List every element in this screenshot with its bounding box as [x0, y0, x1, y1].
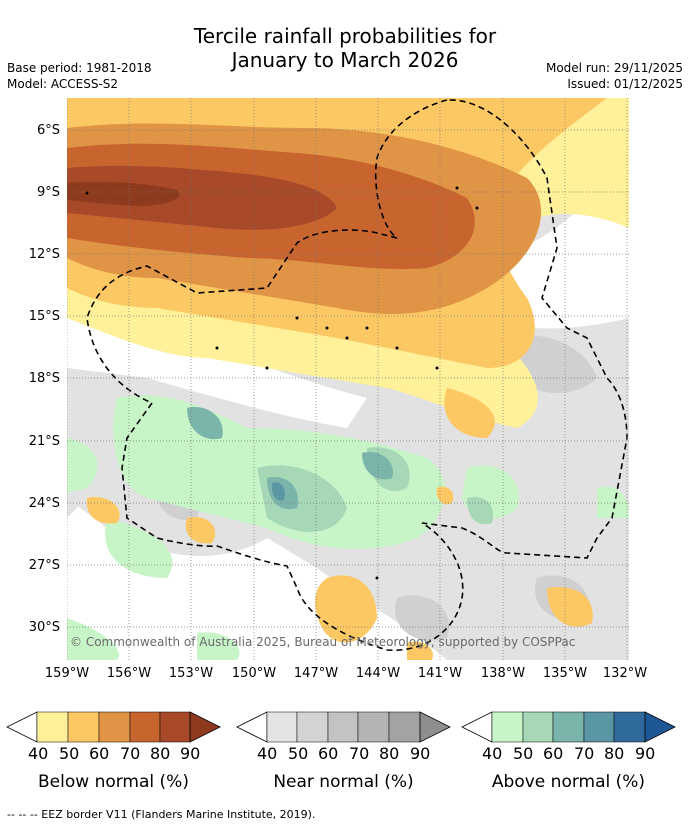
model-name: Model: ACCESS-S2 — [7, 77, 119, 91]
cbar-above-tick: 80 — [604, 744, 625, 763]
above-normal-areas — [67, 395, 629, 660]
lon-label-141w: 141°W — [417, 666, 463, 681]
title-line-2: January to March 2026 — [231, 48, 459, 72]
eez-footnote: -- -- -- EEZ border V11 (Flanders Marine… — [7, 808, 316, 821]
lat-label-12s: 12°S — [28, 247, 60, 262]
colorbar-below-normal — [6, 711, 221, 743]
lat-label-24s: 24°S — [28, 496, 60, 511]
below-normal-areas — [67, 98, 629, 660]
issued-date: Issued: 01/12/2025 — [567, 77, 683, 91]
cbar-above-tick: 50 — [513, 744, 534, 763]
lon-label-135w: 135°W — [542, 666, 588, 681]
cbar-above-tick: 70 — [574, 744, 595, 763]
cbar-below-1 — [67, 711, 100, 743]
title-line-1: Tercile rainfall probabilities for — [193, 24, 497, 48]
lon-label-156w: 156°W — [106, 666, 152, 681]
model-run: Model run: 29/11/2025 — [545, 61, 683, 75]
gridlines — [67, 98, 629, 660]
cbar-below-tick: 40 — [28, 744, 49, 763]
cbar-below-3 — [129, 711, 161, 743]
lon-label-144w: 144°W — [355, 666, 401, 681]
map-title: Tercile rainfall probabilities for Janua… — [0, 24, 690, 72]
cbar-below-tick: 70 — [120, 744, 141, 763]
base-period: Base period: 1981-2018 — [7, 61, 152, 75]
cbar-near-0 — [266, 711, 298, 743]
colorbar-near-normal — [236, 711, 451, 743]
lat-label-6s: 6°S — [36, 123, 60, 138]
cbar-below-2 — [98, 711, 131, 743]
cbar-near-5 — [419, 711, 451, 743]
cbar-below-5 — [189, 711, 221, 743]
lon-label-150w: 150°W — [231, 666, 277, 681]
cbar-near-tick: 70 — [349, 744, 370, 763]
lat-label-30s: 30°S — [28, 620, 60, 635]
cbar-near-tick: 60 — [318, 744, 339, 763]
meta-right: Model run: 29/11/2025 Issued: 01/12/2025 — [546, 60, 683, 92]
cbar-near-4 — [388, 711, 421, 743]
colorbars — [6, 711, 676, 743]
lat-label-21s: 21°S — [28, 434, 60, 449]
cbar-above-2 — [552, 711, 585, 743]
lon-label-147w: 147°W — [293, 666, 339, 681]
cbar-above-0 — [491, 711, 524, 743]
cbar-above-4 — [613, 711, 646, 743]
lon-label-132w: 132°W — [602, 666, 648, 681]
cbar-below-tick: 50 — [59, 744, 80, 763]
lat-label-9s: 9°S — [36, 185, 60, 200]
cbar-near-tick: 90 — [410, 744, 431, 763]
cbar-near-2 — [327, 711, 359, 743]
cbar-near-tick: 40 — [257, 744, 278, 763]
cbar-below-0 — [36, 711, 69, 743]
lon-label-159w: 159°W — [44, 666, 90, 681]
cbar-above-tick: 60 — [543, 744, 564, 763]
cbar-near-3 — [357, 711, 390, 743]
colorbar-title-near: Near normal (%) — [273, 772, 414, 792]
colorbar-above-normal — [461, 711, 676, 743]
cbar-above-tick: 40 — [482, 744, 503, 763]
colorbar-title-below: Below normal (%) — [38, 772, 189, 792]
meta-left: Base period: 1981-2018 Model: ACCESS-S2 — [7, 60, 152, 92]
cbar-near-1 — [296, 711, 329, 743]
cbar-near-tick: 50 — [288, 744, 309, 763]
probability-map: © Commonwealth of Australia 2025, Bureau… — [67, 98, 629, 660]
cbar-above-3 — [583, 711, 615, 743]
lon-label-138w: 138°W — [480, 666, 526, 681]
cbar-above-tick: 90 — [635, 744, 656, 763]
lat-label-15s: 15°S — [28, 309, 60, 324]
cbar-above-1 — [522, 711, 554, 743]
lon-label-153w: 153°W — [168, 666, 214, 681]
cbar-below-4 — [159, 711, 191, 743]
cbar-above-5 — [644, 711, 676, 743]
lat-label-27s: 27°S — [28, 558, 60, 573]
cbar-below-tick: 60 — [89, 744, 110, 763]
copyright-notice: © Commonwealth of Australia 2025, Bureau… — [70, 635, 575, 649]
lat-label-18s: 18°S — [28, 371, 60, 386]
cbar-near-tick: 80 — [379, 744, 400, 763]
cbar-below-tick: 80 — [150, 744, 171, 763]
cbar-below-tick: 90 — [180, 744, 201, 763]
colorbar-title-above: Above normal (%) — [491, 772, 646, 792]
